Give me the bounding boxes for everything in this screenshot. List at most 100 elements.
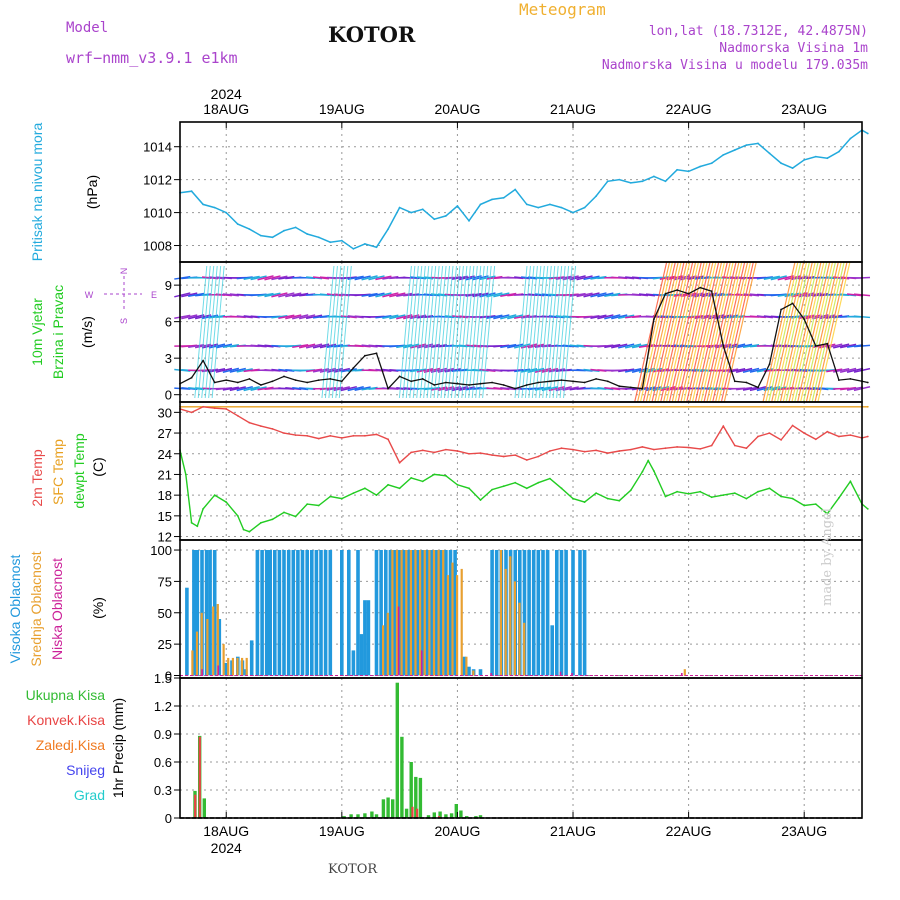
- wind-barb: [194, 314, 212, 320]
- wind-hatch: [454, 265, 468, 399]
- temp-2m-line-point: [687, 446, 690, 449]
- wind-strong-hatch: [694, 261, 728, 403]
- wind-barb: [749, 367, 767, 373]
- temp-2m-line-point: [421, 449, 424, 452]
- dewpt-line-point: [664, 495, 667, 498]
- pressure-line-point: [236, 223, 239, 226]
- pressure-line-point: [733, 149, 736, 151]
- wind-speed-line-point: [583, 381, 586, 384]
- cloud-mid-bar: [428, 550, 431, 676]
- dewpt-line-point: [641, 470, 644, 473]
- dewpt-line-point: [190, 521, 193, 524]
- dewpt-line-point: [271, 518, 274, 521]
- cloud-high-bar: [268, 550, 272, 676]
- wind-barb: [243, 275, 260, 280]
- dewpt-line-point: [329, 495, 332, 498]
- temp-2m-line-point: [213, 407, 216, 410]
- wind-strong-hatch: [657, 261, 691, 403]
- dewpt-line-point: [676, 490, 678, 493]
- cloud-mid-bar: [200, 612, 203, 676]
- wind-barb: [541, 386, 559, 392]
- wind-barb: [347, 386, 364, 392]
- wind-barb: [451, 275, 468, 280]
- y-tick-label: 0: [165, 388, 172, 403]
- dewpt-line-point: [242, 528, 245, 531]
- pressure-line-point: [364, 243, 366, 245]
- temp-2m-line-point: [479, 452, 482, 454]
- wind-speed-line-point: [629, 386, 632, 389]
- y-tick-label: 1014: [143, 140, 172, 155]
- pressure-line-point: [583, 206, 586, 209]
- temp-2m-line-point: [387, 438, 389, 441]
- cloud-high-bar: [578, 550, 582, 676]
- precip-total-bar: [356, 814, 360, 818]
- temp-2m-line-point: [606, 452, 609, 454]
- cloud-high-bar: [291, 550, 296, 676]
- wind-strong-hatch: [671, 261, 705, 403]
- wind-speed-line-point: [502, 384, 505, 386]
- dewpt-line: [179, 450, 869, 533]
- wind-speed-line-point: [814, 345, 817, 347]
- pressure-line-point: [838, 150, 840, 153]
- wind-hatch: [426, 265, 440, 399]
- wind-barb: [250, 386, 267, 391]
- wind-barb: [305, 314, 323, 320]
- wind-hatch: [521, 265, 535, 399]
- dewpt-line-point: [364, 487, 366, 490]
- cloud-high-bar: [467, 666, 471, 676]
- wind-barb: [451, 386, 468, 392]
- wind-barb: [298, 314, 316, 320]
- wind-speed-line-point: [236, 381, 239, 384]
- dewpt-line-point: [202, 508, 205, 510]
- cloud-mid-bar: [504, 568, 507, 676]
- precip-total-bar: [349, 814, 353, 818]
- precip-total-bar: [414, 776, 418, 818]
- wind-barb: [583, 275, 600, 281]
- wind-barb: [534, 367, 552, 374]
- pressure-line-point: [525, 203, 528, 206]
- wind-barb: [375, 292, 392, 298]
- wind-speed-line-point: [260, 384, 262, 386]
- wind-strong-hatch: [697, 261, 731, 403]
- pressure-line-point: [699, 165, 702, 168]
- pressure-line-point: [352, 247, 355, 250]
- pressure-line-point: [676, 168, 678, 171]
- dewpt-line-point: [398, 487, 401, 490]
- pressure-line-point: [606, 180, 609, 183]
- pressure-line-point: [803, 159, 806, 161]
- dewpt-line-point: [814, 503, 817, 505]
- wind-hatch: [517, 265, 531, 399]
- temp-2m-line-point: [398, 461, 401, 464]
- cloud-low-bar: [420, 650, 423, 676]
- dewpt-line-point: [745, 497, 748, 500]
- wind-barb: [188, 343, 205, 349]
- pressure-line-point: [710, 162, 713, 165]
- pressure-line-point: [283, 229, 285, 232]
- wind-barb: [201, 314, 219, 320]
- model-label: Model: [66, 20, 109, 36]
- wind-barb: [624, 367, 642, 373]
- wind-barb: [576, 275, 593, 281]
- wind-speed-line-point: [456, 382, 459, 385]
- wind-hatch: [440, 265, 454, 399]
- cloud-high-label: Visoka Oblacnost: [7, 555, 23, 664]
- wind-barb: [229, 367, 246, 373]
- precip-total-bar: [370, 811, 374, 818]
- temp-2m-line-point: [525, 459, 528, 461]
- dewpt-line-point: [549, 477, 551, 480]
- wind-barb: [250, 275, 267, 281]
- wind-barb: [555, 386, 572, 392]
- wind-strong-hatch: [768, 261, 802, 403]
- cloud-mid-bar: [241, 657, 244, 676]
- wind-unit-label: (m/s): [79, 316, 95, 348]
- wind-barb: [562, 386, 579, 391]
- grid-lines: [180, 122, 862, 819]
- dewpt-line-point: [629, 489, 632, 492]
- cloud-high-bar: [200, 550, 204, 676]
- wind-barb: [777, 275, 794, 281]
- wind-barb: [396, 314, 413, 320]
- cloud-low-bar: [217, 665, 220, 676]
- cloud-high-bar: [366, 600, 371, 676]
- temp-unit-label: (C): [90, 457, 106, 476]
- wind-hatch: [197, 265, 211, 399]
